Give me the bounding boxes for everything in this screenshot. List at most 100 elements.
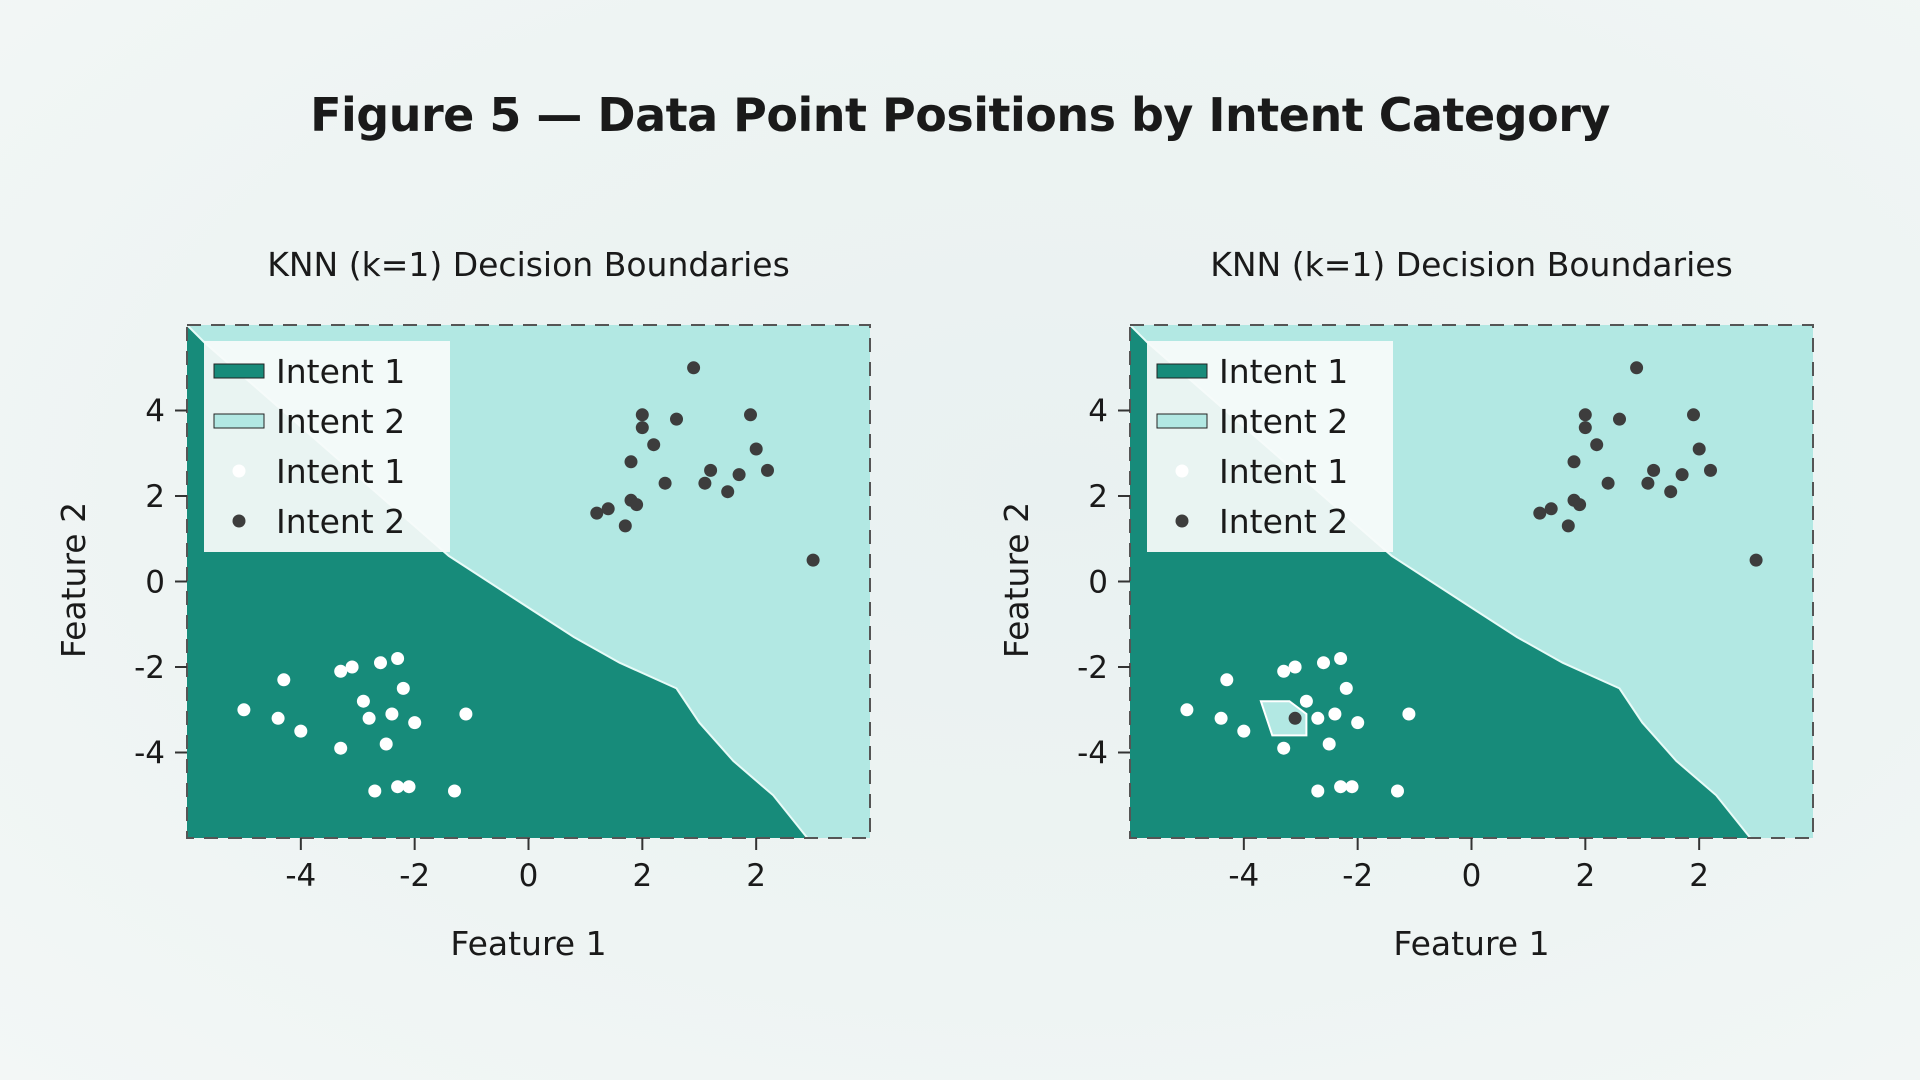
x-tick-label: -4: [1228, 858, 1259, 894]
intent2-point: [1561, 519, 1575, 533]
intent1-point: [391, 652, 405, 665]
intent2-point: [1749, 553, 1763, 567]
intent1-point: [1311, 711, 1325, 725]
intent1-point: [1288, 660, 1302, 674]
legend-swatch-intent2-region: [1156, 413, 1208, 429]
intent2-point: [1613, 412, 1626, 426]
legend-label: Intent 2: [1219, 502, 1348, 541]
intent2-point: [1704, 463, 1717, 477]
intent2-point: [624, 455, 638, 469]
intent1-point: [391, 780, 405, 794]
intent2-point: [1664, 485, 1678, 499]
intent1-point: [379, 737, 393, 751]
intent1-point: [1391, 784, 1404, 798]
intent2-point: [1641, 476, 1655, 490]
x-tick-label: -2: [399, 858, 430, 894]
y-tick-label: -2: [134, 650, 165, 686]
y-tick-label: 4: [145, 394, 165, 430]
intent1-point: [277, 673, 291, 687]
intent2-point: [704, 463, 718, 477]
intent2-point: [1533, 506, 1547, 520]
intent2-point: [1288, 711, 1302, 725]
intent1-point: [396, 681, 410, 695]
intent2-point: [1590, 438, 1604, 452]
intent2-point: [806, 553, 820, 567]
x-tick-label: 2: [1575, 858, 1595, 894]
y-tick-label: -2: [1077, 650, 1108, 686]
intent2-point: [749, 442, 763, 456]
legend-marker-intent2-point: [232, 514, 246, 528]
legend-label: Intent 1: [1219, 452, 1348, 491]
panel-title: KNN (k=1) Decision Boundaries: [267, 245, 790, 284]
x-tick-label: -4: [285, 858, 316, 894]
intent2-point: [1675, 468, 1689, 482]
x-tick-label: -2: [1342, 858, 1373, 894]
intent2-point: [1692, 442, 1706, 456]
x-tick-label: 2: [1689, 858, 1709, 894]
intent1-point: [1311, 784, 1325, 798]
intent2-point: [761, 463, 774, 477]
intent1-point: [368, 784, 382, 798]
intent1-point: [374, 656, 387, 670]
intent1-point: [408, 716, 422, 730]
intent2-point: [1630, 361, 1644, 375]
intent2-point: [1573, 498, 1587, 512]
legend-label: Intent 2: [1219, 402, 1348, 441]
legend-label: Intent 1: [1219, 352, 1348, 391]
intent2-point: [1544, 502, 1558, 516]
intent1-point: [1237, 724, 1251, 738]
intent2-point: [1567, 455, 1581, 469]
intent2-point: [658, 476, 672, 490]
legend: Intent 1 Intent 2 Intent 1 Intent 2: [204, 341, 450, 552]
intent1-point: [334, 664, 348, 678]
y-tick-label: 2: [145, 479, 165, 515]
intent2-point: [744, 408, 757, 422]
x-axis-label: Feature 1: [1393, 924, 1549, 963]
intent1-point: [1277, 664, 1291, 678]
intent1-point: [334, 741, 348, 755]
legend-swatch-intent1-region: [1156, 363, 1208, 379]
legend-swatch-intent1-region: [213, 363, 265, 379]
panel-title: KNN (k=1) Decision Boundaries: [1210, 245, 1733, 284]
intent2-point: [670, 412, 683, 426]
y-tick-label: -4: [134, 736, 165, 772]
intent2-island-region: [1259, 700, 1308, 737]
intent1-point: [1322, 737, 1336, 751]
intent2-point: [698, 476, 712, 490]
intent1-point: [1334, 652, 1348, 665]
legend-label: Intent 1: [276, 452, 405, 491]
x-tick-label: 0: [519, 858, 539, 894]
intent1-point: [1402, 707, 1416, 721]
intent2-point: [721, 485, 735, 499]
intent1-point: [1180, 703, 1194, 717]
figure-title: Figure 5 — Data Point Positions by Inten…: [310, 88, 1610, 142]
intent1-point: [385, 707, 399, 721]
intent1-point: [1328, 707, 1342, 721]
intent1-point: [1345, 780, 1359, 794]
intent2-point: [635, 408, 649, 422]
intent1-point: [448, 784, 461, 798]
legend-swatch-intent2-region: [213, 413, 265, 429]
intent1-point: [345, 660, 359, 674]
y-tick-label: 2: [1088, 479, 1108, 515]
intent1-point: [1214, 711, 1228, 725]
intent2-point: [618, 519, 632, 533]
intent1-point: [1334, 780, 1348, 794]
y-axis-label: Feature 2: [997, 502, 1036, 658]
x-axis-label: Feature 1: [450, 924, 606, 963]
x-tick-label: 2: [632, 858, 652, 894]
intent2-point: [1578, 408, 1592, 422]
legend-marker-intent2-point: [1175, 514, 1189, 528]
intent1-point: [459, 707, 473, 721]
intent1-region: [187, 325, 808, 838]
legend-label: Intent 2: [276, 502, 405, 541]
intent1-point: [1299, 694, 1313, 708]
intent2-point: [1578, 421, 1592, 435]
intent2-point: [590, 506, 604, 520]
legend-label: Intent 2: [276, 402, 405, 441]
intent2-point: [1647, 463, 1661, 477]
x-tick-label: 2: [746, 858, 766, 894]
y-tick-label: 4: [1088, 394, 1108, 430]
intent1-point: [294, 724, 308, 738]
